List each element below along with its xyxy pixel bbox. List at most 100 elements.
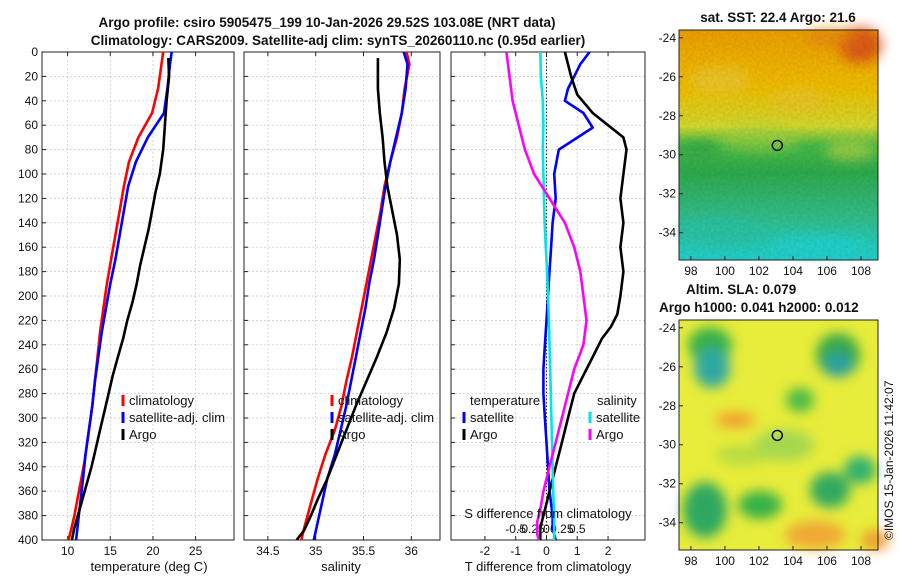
temperature-xlabel: temperature (deg C) bbox=[90, 559, 207, 574]
copyright-stamp: ©IMOS 15-Jan-2026 11:42:07 bbox=[882, 380, 896, 540]
legend-label: satellite-adj. clim bbox=[129, 410, 225, 425]
temperature-line-satellite-adj-clim bbox=[74, 52, 173, 540]
legend-label: climatology bbox=[129, 393, 195, 408]
y-tick-label: 260 bbox=[18, 362, 38, 376]
y-tick-label: 180 bbox=[18, 265, 38, 279]
map-y-tick-label: -24 bbox=[659, 321, 677, 335]
sla-map-title-line-2: Argo h1000: 0.041 h2000: 0.012 bbox=[659, 300, 859, 315]
map-y-tick-label: -26 bbox=[659, 70, 677, 84]
legend-label: Argo bbox=[470, 427, 497, 442]
salinity-difference-xlabel: S difference from climatology bbox=[464, 506, 632, 521]
map-x-tick-label: 104 bbox=[783, 554, 803, 568]
map-y-tick-label: -32 bbox=[659, 187, 677, 201]
y-tick-label: 400 bbox=[18, 533, 38, 547]
figure-title-line-1: Argo profile: csiro 5905475_199 10-Jan-2… bbox=[99, 15, 556, 30]
x-tick-label: 35 bbox=[309, 544, 323, 558]
legend-label: satellite bbox=[470, 410, 514, 425]
y-tick-label: 140 bbox=[18, 216, 38, 230]
salinity-series bbox=[295, 52, 411, 540]
x-tick-label: -1 bbox=[510, 544, 521, 558]
sst-map-title: sat. SST: 22.4 Argo: 21.6 bbox=[700, 10, 856, 25]
temperature-line-argo bbox=[70, 58, 171, 540]
map-x-tick-label: 100 bbox=[715, 554, 735, 568]
temperature-series bbox=[67, 52, 173, 540]
salinity-line-argo bbox=[295, 58, 402, 540]
temperature-panel: 10 15 20 25 0 20 40 60 80 100 120 140 160 180 200 220 24… bbox=[18, 45, 235, 558]
map-x-tick-label: 102 bbox=[749, 554, 769, 568]
map-y-tick-label: -28 bbox=[659, 109, 677, 123]
legend-label: Argo bbox=[129, 427, 156, 442]
y-tick-label: 300 bbox=[18, 411, 38, 425]
x-tick-label: 0 bbox=[543, 544, 550, 558]
legend-title-temperature: temperature bbox=[470, 393, 540, 408]
difference-line-temperature-argo bbox=[538, 52, 628, 540]
salinity-panel: 34.5 35 35.5 36 climatology satellite-adj. cl… bbox=[243, 51, 441, 558]
legend-title-salinity: salinity bbox=[597, 393, 637, 408]
map-x-tick-label: 108 bbox=[851, 554, 871, 568]
salinity-diff-tick-label: 0.25 bbox=[550, 522, 574, 536]
x-tick-label: 35.5 bbox=[352, 544, 376, 558]
map-x-tick-label: 100 bbox=[715, 264, 735, 278]
legend-label: climatology bbox=[338, 393, 404, 408]
map-x-tick-label: 108 bbox=[851, 264, 871, 278]
x-tick-label: 15 bbox=[104, 544, 118, 558]
sla-map-axes: 98 100 102 104 106 108 -24 -26 -28 -30 -32 -34 bbox=[659, 321, 872, 568]
difference-xlabel: T difference from climatology bbox=[465, 559, 632, 574]
map-y-tick-label: -34 bbox=[659, 226, 677, 240]
sla-map-title-line-1: Altim. SLA: 0.079 bbox=[686, 282, 796, 297]
y-tick-label: 20 bbox=[25, 69, 39, 83]
salinity-diff-tick-label: 0.5 bbox=[569, 522, 586, 536]
map-y-tick-label: -24 bbox=[659, 31, 677, 45]
x-tick-label: 20 bbox=[146, 544, 160, 558]
argo-float-marker bbox=[771, 139, 784, 152]
map-y-tick-label: -30 bbox=[659, 148, 677, 162]
y-tick-label: 60 bbox=[25, 118, 39, 132]
map-x-tick-label: 98 bbox=[684, 264, 698, 278]
difference-line-salinity-argo bbox=[505, 52, 588, 540]
x-tick-label: 2 bbox=[605, 544, 612, 558]
x-tick-label: 36 bbox=[405, 544, 419, 558]
x-tick-label: 25 bbox=[189, 544, 203, 558]
sst-map bbox=[678, 27, 882, 261]
y-tick-label: 380 bbox=[18, 509, 38, 523]
sla-map-texture bbox=[683, 327, 889, 550]
y-tick-label: 240 bbox=[18, 338, 38, 352]
argo-float-marker bbox=[771, 429, 784, 442]
x-tick-label: -2 bbox=[480, 544, 491, 558]
y-tick-label: 120 bbox=[18, 191, 38, 205]
temperature-line-climatology bbox=[67, 52, 165, 540]
x-tick-label: 1 bbox=[574, 544, 581, 558]
y-tick-label: 200 bbox=[18, 289, 38, 303]
y-tick-label: 80 bbox=[25, 143, 39, 157]
map-x-tick-label: 104 bbox=[783, 264, 803, 278]
salinity-diff-tick-label: 0 bbox=[543, 522, 550, 536]
x-tick-label: 34.5 bbox=[256, 544, 280, 558]
legend-label: satellite-adj. clim bbox=[338, 410, 434, 425]
x-tick-label: 10 bbox=[61, 544, 75, 558]
figure-title-line-2: Climatology: CARS2009. Satellite-adj cli… bbox=[91, 33, 585, 48]
legend-label: satellite bbox=[596, 410, 640, 425]
y-tick-label: 280 bbox=[18, 387, 38, 401]
map-y-tick-label: -28 bbox=[659, 399, 677, 413]
y-tick-label: 320 bbox=[18, 435, 38, 449]
difference-series bbox=[505, 52, 628, 540]
y-tick-label: 340 bbox=[18, 460, 38, 474]
salinity-line-satellite-adj-clim bbox=[312, 52, 409, 540]
salinity-xlabel: salinity bbox=[321, 559, 361, 574]
map-x-tick-label: 98 bbox=[684, 554, 698, 568]
map-y-tick-label: -32 bbox=[659, 477, 677, 491]
y-tick-label: 40 bbox=[25, 94, 39, 108]
y-tick-label: 100 bbox=[18, 167, 38, 181]
map-x-tick-label: 106 bbox=[817, 554, 837, 568]
map-x-tick-label: 102 bbox=[749, 264, 769, 278]
y-tick-label: 360 bbox=[18, 484, 38, 498]
legend-label: Argo bbox=[596, 427, 623, 442]
map-x-tick-label: 106 bbox=[817, 264, 837, 278]
map-y-tick-label: -30 bbox=[659, 438, 677, 452]
y-tick-label: 160 bbox=[18, 240, 38, 254]
y-tick-label: 220 bbox=[18, 313, 38, 327]
sst-map-axes: 98 100 102 104 106 108 -24 -26 -28 -30 -32 -34 bbox=[659, 31, 872, 278]
y-tick-label: 0 bbox=[31, 45, 38, 59]
